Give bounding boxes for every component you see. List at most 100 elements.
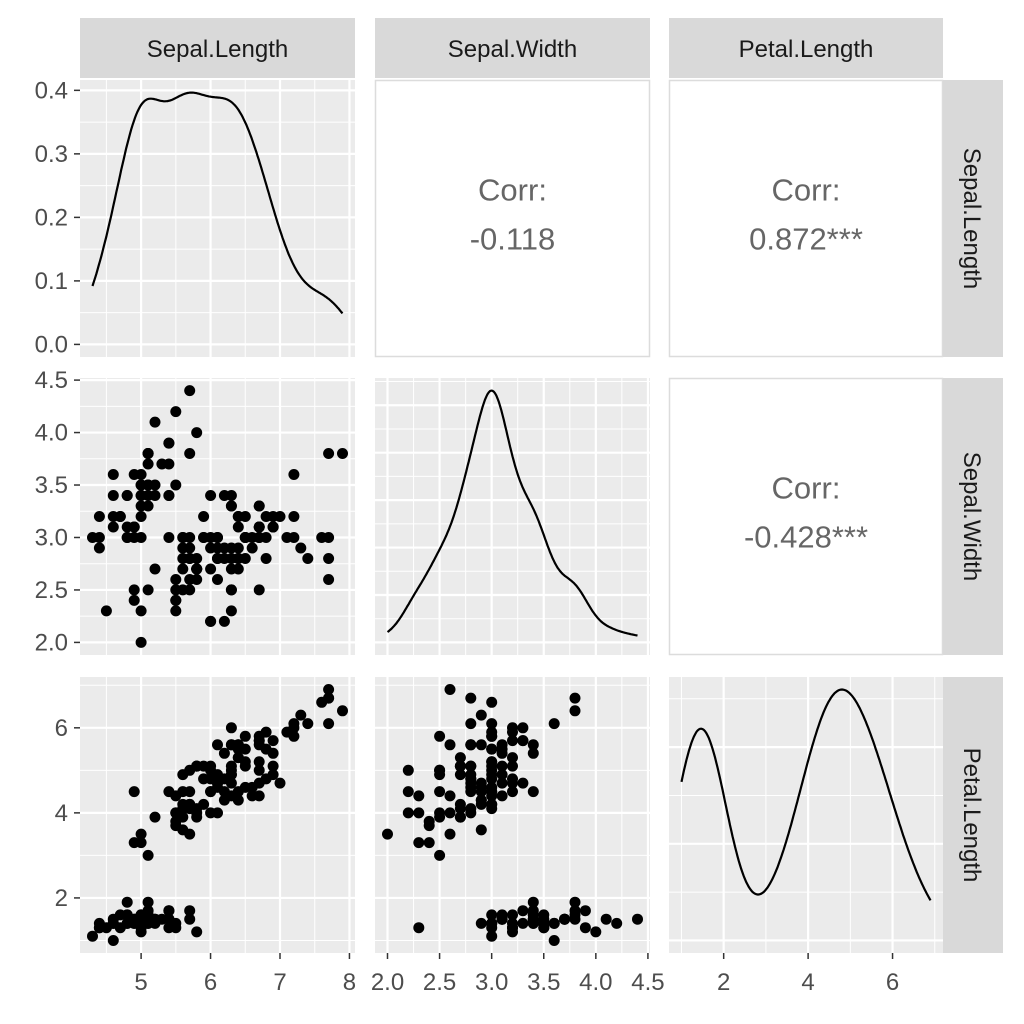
- y-tick-label: 2: [55, 885, 68, 912]
- data-point: [232, 743, 244, 755]
- data-point: [177, 769, 189, 781]
- data-point: [475, 917, 487, 929]
- corr-value: -0.118: [470, 222, 556, 257]
- data-point: [142, 490, 154, 501]
- data-point: [218, 615, 230, 627]
- data-point: [184, 385, 196, 397]
- data-point: [184, 532, 196, 543]
- data-point: [507, 917, 518, 929]
- data-point: [486, 730, 498, 742]
- data-point: [548, 935, 560, 946]
- data-point: [267, 747, 279, 759]
- strip-label: Petal.Length: [958, 748, 985, 883]
- x-tick-label: 7: [273, 969, 286, 996]
- column-strip: Petal.Length: [669, 18, 943, 78]
- data-point: [128, 469, 140, 480]
- strip-label: Sepal.Width: [958, 452, 985, 581]
- y-tick-label: 2.5: [35, 577, 68, 604]
- data-point: [87, 930, 98, 942]
- data-point: [156, 458, 168, 470]
- data-point: [454, 769, 466, 781]
- data-point: [128, 521, 140, 533]
- data-point: [323, 448, 335, 459]
- data-point: [225, 764, 237, 776]
- data-point: [253, 735, 265, 747]
- data-point: [225, 605, 237, 617]
- data-point: [93, 511, 105, 522]
- data-point: [184, 913, 196, 925]
- strip-label: Sepal.Length: [958, 148, 985, 289]
- data-point: [149, 479, 161, 491]
- strip-background: [943, 378, 1003, 655]
- data-point: [486, 909, 498, 921]
- data-point: [496, 777, 508, 789]
- data-point: [260, 726, 272, 738]
- data-point: [434, 807, 446, 819]
- row-strip: Petal.Length: [943, 677, 1003, 953]
- data-point: [184, 448, 196, 459]
- data-point: [590, 926, 602, 938]
- data-point: [225, 500, 237, 512]
- data-point: [260, 553, 272, 564]
- data-point: [121, 490, 133, 501]
- data-point: [232, 511, 244, 522]
- data-point: [142, 849, 154, 861]
- data-point: [170, 807, 182, 819]
- y-tick-label: 6: [55, 715, 68, 742]
- data-point: [184, 542, 196, 554]
- data-point: [465, 803, 477, 815]
- data-point: [177, 553, 189, 564]
- data-point: [496, 747, 508, 759]
- panel-petal-length-petal-length: [669, 677, 943, 953]
- panel-border: [668, 79, 944, 358]
- data-point: [486, 696, 498, 708]
- data-point: [288, 722, 300, 734]
- data-point: [107, 935, 119, 946]
- strip-background: [375, 18, 650, 78]
- data-point: [253, 532, 265, 543]
- data-point: [135, 917, 147, 929]
- data-point: [184, 828, 196, 840]
- density-line: [386, 389, 638, 637]
- panel-sepal-width-petal-length: Corr: -0.428***: [668, 377, 944, 656]
- strip-label: Sepal.Width: [448, 36, 577, 63]
- data-point: [548, 917, 560, 929]
- data-point: [569, 909, 581, 921]
- corr-value: 0.872***: [749, 222, 863, 257]
- data-point: [517, 722, 529, 734]
- data-point: [253, 584, 265, 596]
- data-point: [267, 760, 279, 772]
- data-point: [465, 692, 477, 704]
- strips: Sepal.Length Sepal.Width Petal.Length Sepal…: [80, 18, 1003, 953]
- data-point: [225, 722, 237, 734]
- data-point: [135, 828, 147, 840]
- data-point: [135, 605, 147, 617]
- data-point: [465, 773, 477, 785]
- data-point: [569, 705, 581, 717]
- data-point: [198, 511, 210, 522]
- data-point: [486, 798, 498, 810]
- data-point: [486, 743, 498, 755]
- data-point: [191, 427, 203, 439]
- data-point: [135, 837, 147, 849]
- data-point: [142, 448, 154, 459]
- data-point: [253, 756, 265, 768]
- data-point: [121, 896, 133, 908]
- strip-label: Petal.Length: [739, 36, 874, 63]
- data-point: [527, 896, 539, 908]
- data-point: [382, 828, 393, 840]
- data-point: [496, 739, 508, 751]
- data-point: [486, 760, 498, 772]
- data-point: [517, 777, 529, 789]
- x-tick-label: 6: [886, 969, 899, 996]
- data-point: [323, 532, 335, 543]
- data-point: [225, 553, 237, 564]
- data-point: [444, 739, 456, 751]
- data-point: [239, 756, 251, 768]
- x-tick-label: 6: [204, 969, 217, 996]
- data-point: [93, 532, 105, 543]
- panel-border: [668, 377, 944, 656]
- data-point: [465, 760, 477, 772]
- data-point: [191, 926, 203, 938]
- strip-background: [80, 18, 355, 78]
